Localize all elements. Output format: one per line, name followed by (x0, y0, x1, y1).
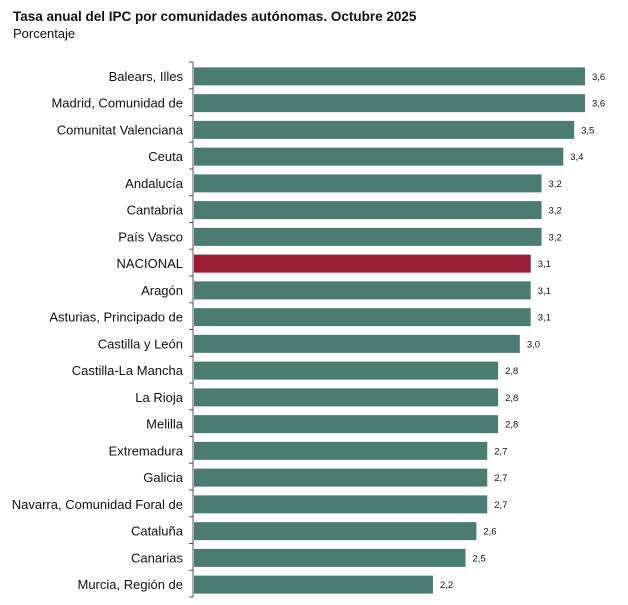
bar (194, 495, 488, 514)
bar (194, 468, 488, 487)
bar (194, 227, 542, 246)
bar (194, 174, 542, 193)
chart-title: Tasa anual del IPC por comunidades autón… (13, 9, 417, 24)
data-label: 3,0 (527, 339, 540, 350)
data-label: 3,2 (549, 206, 562, 217)
category-label: Madrid, Comunidad de (51, 96, 183, 111)
bar (194, 441, 488, 460)
data-label: 2,7 (494, 473, 507, 484)
bar (194, 67, 585, 86)
bar (194, 308, 531, 327)
bar (194, 94, 585, 113)
category-label: Melilla (146, 417, 184, 432)
data-label: 2,7 (494, 446, 507, 457)
data-label: 3,6 (592, 99, 605, 110)
data-label: 2,5 (473, 553, 486, 564)
category-label: Murcia, Región de (78, 577, 184, 592)
bar (194, 281, 531, 300)
chart-subtitle: Porcentaje (13, 26, 76, 41)
data-label: 2,2 (440, 580, 453, 591)
bar (194, 548, 466, 567)
category-label: Cataluña (131, 524, 184, 539)
bar (194, 201, 542, 220)
category-label: Extremadura (109, 443, 184, 458)
data-label: 3,1 (538, 259, 551, 270)
category-label: Andalucía (125, 176, 184, 191)
bar (194, 147, 564, 166)
category-label: NACIONAL (117, 256, 183, 271)
category-label: Balears, Illes (109, 69, 184, 84)
data-label: 3,4 (570, 152, 583, 163)
data-label: 3,2 (549, 232, 562, 243)
category-label: Comunitat Valenciana (57, 122, 184, 137)
category-label: Castilla y León (98, 336, 183, 351)
bar (194, 120, 575, 139)
bar (194, 334, 520, 353)
category-label: Asturias, Principado de (49, 310, 183, 325)
data-label: 3,5 (581, 125, 594, 136)
data-label: 3,6 (592, 72, 605, 83)
bar (194, 575, 433, 594)
bar (194, 415, 499, 434)
data-label: 3,1 (538, 286, 551, 297)
category-label: País Vasco (118, 229, 183, 244)
category-label: Castilla-La Mancha (72, 363, 184, 378)
bar (194, 388, 499, 407)
data-label: 2,8 (505, 393, 518, 404)
category-label: La Rioja (135, 390, 183, 405)
category-label: Aragón (141, 283, 183, 298)
category-label: Galicia (143, 470, 184, 485)
data-label: 3,1 (538, 313, 551, 324)
category-label: Canarias (131, 550, 184, 565)
data-label: 2,8 (505, 420, 518, 431)
category-label: Navarra, Comunidad Foral de (12, 497, 183, 512)
category-label: Cantabria (127, 203, 184, 218)
bar (194, 361, 499, 380)
category-label: Ceuta (148, 149, 183, 164)
data-label: 2,8 (505, 366, 518, 377)
bar (194, 254, 531, 273)
bar (194, 522, 477, 541)
data-label: 3,2 (549, 179, 562, 190)
data-label: 2,7 (494, 500, 507, 511)
data-label: 2,6 (483, 527, 496, 538)
